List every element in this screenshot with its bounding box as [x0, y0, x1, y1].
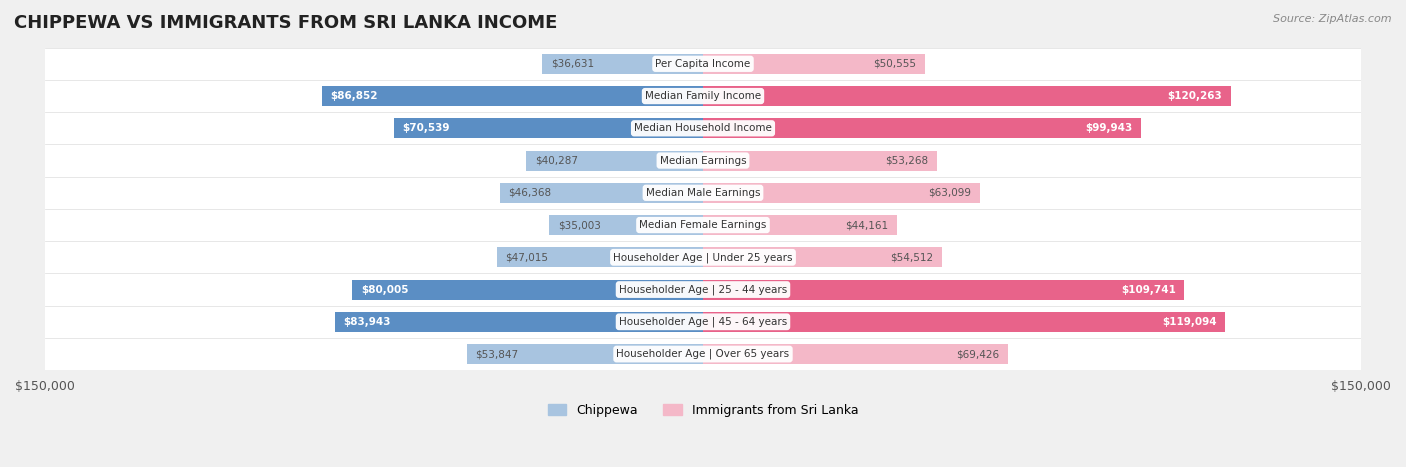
- Bar: [703, 344, 1008, 364]
- Bar: [703, 118, 1142, 138]
- Text: Median Family Income: Median Family Income: [645, 91, 761, 101]
- Bar: [45, 177, 1361, 209]
- Text: $83,943: $83,943: [343, 317, 391, 327]
- Bar: [45, 80, 1361, 112]
- Bar: [45, 48, 1361, 80]
- Bar: [45, 112, 1361, 144]
- Text: Median Earnings: Median Earnings: [659, 156, 747, 166]
- Bar: [322, 86, 703, 106]
- Bar: [496, 248, 703, 267]
- Text: $80,005: $80,005: [361, 284, 408, 295]
- Bar: [467, 344, 703, 364]
- Bar: [550, 215, 703, 235]
- Text: Householder Age | 45 - 64 years: Householder Age | 45 - 64 years: [619, 317, 787, 327]
- Text: Median Male Earnings: Median Male Earnings: [645, 188, 761, 198]
- Text: $63,099: $63,099: [928, 188, 972, 198]
- Bar: [45, 338, 1361, 370]
- Text: Median Household Income: Median Household Income: [634, 123, 772, 133]
- Text: $46,368: $46,368: [509, 188, 551, 198]
- Text: $70,539: $70,539: [402, 123, 450, 133]
- Text: $47,015: $47,015: [506, 252, 548, 262]
- Bar: [45, 241, 1361, 274]
- Text: $69,426: $69,426: [956, 349, 998, 359]
- Text: Source: ZipAtlas.com: Source: ZipAtlas.com: [1274, 14, 1392, 24]
- Text: Median Female Earnings: Median Female Earnings: [640, 220, 766, 230]
- Text: $50,555: $50,555: [873, 59, 917, 69]
- Text: Per Capita Income: Per Capita Income: [655, 59, 751, 69]
- Bar: [45, 144, 1361, 177]
- Text: $36,631: $36,631: [551, 59, 595, 69]
- Bar: [45, 274, 1361, 306]
- Text: $53,847: $53,847: [475, 349, 519, 359]
- Bar: [703, 280, 1184, 299]
- Text: $119,094: $119,094: [1163, 317, 1216, 327]
- Text: $120,263: $120,263: [1167, 91, 1222, 101]
- Text: $53,268: $53,268: [884, 156, 928, 166]
- Bar: [703, 183, 980, 203]
- Text: $40,287: $40,287: [536, 156, 578, 166]
- Bar: [45, 306, 1361, 338]
- Text: $44,161: $44,161: [845, 220, 889, 230]
- Text: Householder Age | Under 25 years: Householder Age | Under 25 years: [613, 252, 793, 262]
- Text: Householder Age | 25 - 44 years: Householder Age | 25 - 44 years: [619, 284, 787, 295]
- Bar: [335, 312, 703, 332]
- Legend: Chippewa, Immigrants from Sri Lanka: Chippewa, Immigrants from Sri Lanka: [543, 399, 863, 422]
- Bar: [703, 150, 936, 170]
- Bar: [543, 54, 703, 74]
- Bar: [703, 215, 897, 235]
- Bar: [499, 183, 703, 203]
- Bar: [703, 86, 1230, 106]
- Text: Householder Age | Over 65 years: Householder Age | Over 65 years: [616, 349, 790, 359]
- Text: $54,512: $54,512: [890, 252, 934, 262]
- Text: CHIPPEWA VS IMMIGRANTS FROM SRI LANKA INCOME: CHIPPEWA VS IMMIGRANTS FROM SRI LANKA IN…: [14, 14, 557, 32]
- Text: $35,003: $35,003: [558, 220, 602, 230]
- Text: $109,741: $109,741: [1121, 284, 1175, 295]
- Bar: [394, 118, 703, 138]
- Text: $86,852: $86,852: [330, 91, 378, 101]
- Bar: [45, 209, 1361, 241]
- Bar: [352, 280, 703, 299]
- Text: $99,943: $99,943: [1085, 123, 1133, 133]
- Bar: [703, 54, 925, 74]
- Bar: [703, 312, 1226, 332]
- Bar: [703, 248, 942, 267]
- Bar: [526, 150, 703, 170]
